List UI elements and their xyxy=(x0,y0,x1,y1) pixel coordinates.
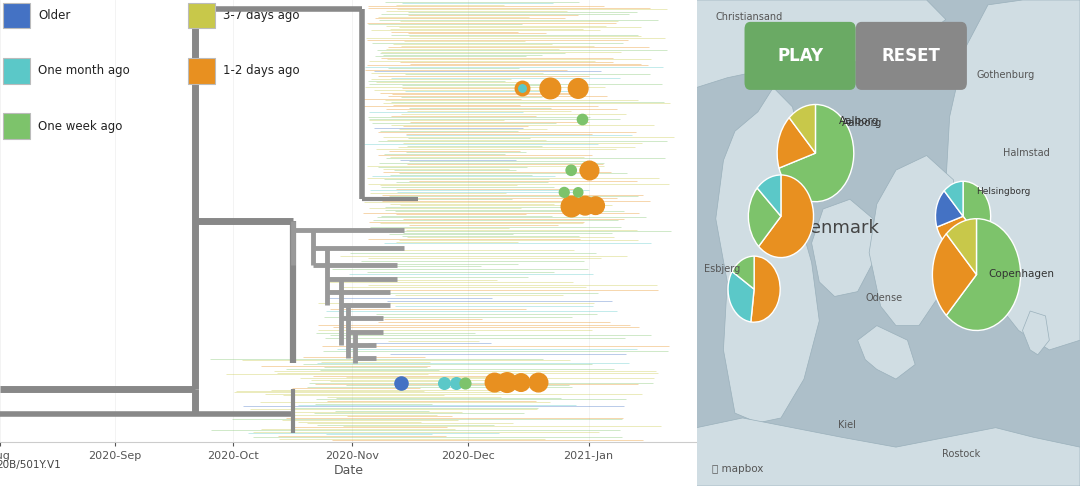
X-axis label: Date: Date xyxy=(334,464,363,477)
Wedge shape xyxy=(758,175,813,258)
Point xyxy=(512,379,529,386)
Wedge shape xyxy=(757,175,781,216)
Text: Christiansand: Christiansand xyxy=(716,12,783,22)
Point xyxy=(530,379,548,386)
Wedge shape xyxy=(748,188,781,246)
Text: Older: Older xyxy=(38,9,70,22)
Point xyxy=(555,189,572,196)
Text: Helsingborg: Helsingborg xyxy=(976,188,1030,196)
Text: Denmark: Denmark xyxy=(796,219,879,237)
Text: One month ago: One month ago xyxy=(38,64,130,77)
Text: Kiel: Kiel xyxy=(838,420,856,430)
Point xyxy=(577,166,594,174)
Point xyxy=(542,85,559,92)
Wedge shape xyxy=(963,181,990,242)
Point xyxy=(486,379,503,386)
Polygon shape xyxy=(812,199,873,296)
Point xyxy=(436,379,454,386)
Wedge shape xyxy=(932,234,976,315)
Point xyxy=(569,189,586,196)
Polygon shape xyxy=(858,326,915,379)
Polygon shape xyxy=(697,0,946,87)
Point xyxy=(577,202,594,209)
Text: Rostock: Rostock xyxy=(942,449,981,459)
Wedge shape xyxy=(751,256,780,322)
Point xyxy=(586,202,604,209)
Polygon shape xyxy=(716,87,820,423)
Wedge shape xyxy=(779,104,854,202)
Point xyxy=(447,379,464,386)
Text: PLAY: PLAY xyxy=(777,47,823,65)
Polygon shape xyxy=(869,156,957,326)
Text: Aalborg: Aalborg xyxy=(842,119,882,128)
Point xyxy=(563,166,580,174)
Point xyxy=(580,166,597,174)
Polygon shape xyxy=(697,418,1080,486)
Text: Odense: Odense xyxy=(865,294,903,303)
Text: 3-7 days ago: 3-7 days ago xyxy=(222,9,299,22)
Polygon shape xyxy=(1023,311,1050,355)
Wedge shape xyxy=(935,191,963,227)
Polygon shape xyxy=(946,0,1080,350)
Text: RESET: RESET xyxy=(882,47,941,65)
Point xyxy=(569,85,586,92)
Text: Gothenburg: Gothenburg xyxy=(976,70,1035,80)
Wedge shape xyxy=(946,219,1021,330)
Point xyxy=(573,116,591,123)
Wedge shape xyxy=(789,104,815,153)
Wedge shape xyxy=(936,216,982,251)
Point xyxy=(514,85,531,92)
Wedge shape xyxy=(778,118,815,168)
FancyBboxPatch shape xyxy=(855,22,967,90)
Text: Ⓜ mapbox: Ⓜ mapbox xyxy=(712,464,764,474)
FancyBboxPatch shape xyxy=(188,58,215,84)
Wedge shape xyxy=(732,256,754,289)
FancyBboxPatch shape xyxy=(3,58,30,84)
Point xyxy=(499,379,516,386)
FancyBboxPatch shape xyxy=(3,2,30,28)
Text: Aalborg: Aalborg xyxy=(838,116,879,126)
FancyBboxPatch shape xyxy=(3,113,30,139)
Wedge shape xyxy=(944,181,963,216)
Point xyxy=(457,379,474,386)
FancyBboxPatch shape xyxy=(188,2,215,28)
Text: 20B/501Y.V1: 20B/501Y.V1 xyxy=(0,460,62,470)
Text: Copenhagen: Copenhagen xyxy=(988,269,1054,279)
Text: One week ago: One week ago xyxy=(38,120,123,133)
Wedge shape xyxy=(946,219,976,275)
Wedge shape xyxy=(728,272,754,322)
Text: Halmstad: Halmstad xyxy=(1003,148,1050,157)
Point xyxy=(563,202,580,209)
Point xyxy=(392,379,409,386)
Text: Esbjerg: Esbjerg xyxy=(704,264,741,274)
Text: 1-2 days ago: 1-2 days ago xyxy=(222,64,299,77)
FancyBboxPatch shape xyxy=(744,22,855,90)
